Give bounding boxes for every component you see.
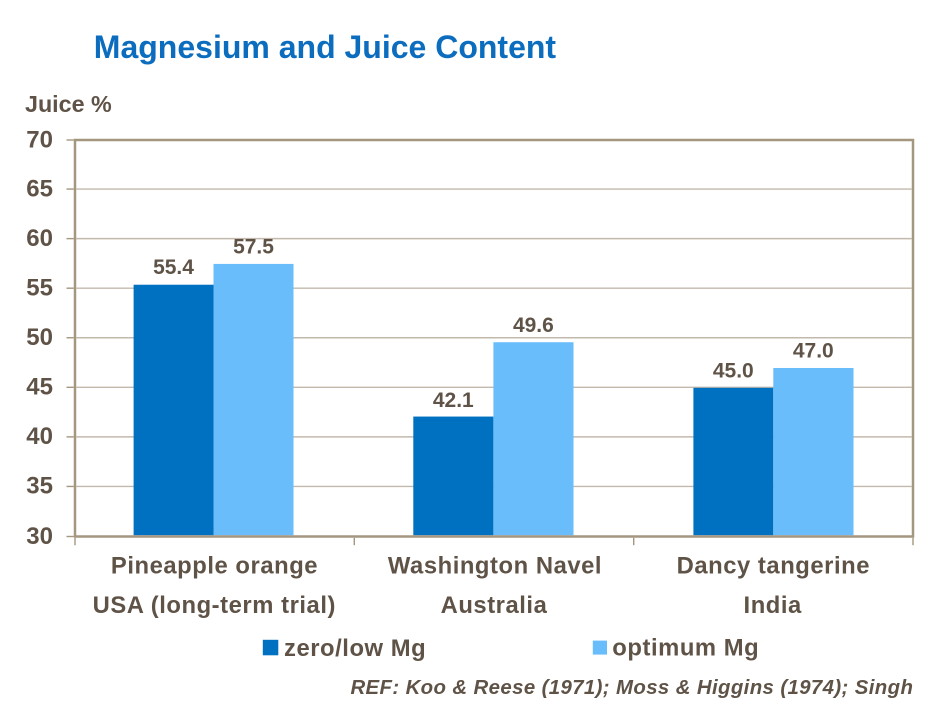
svg-text:65: 65	[26, 175, 53, 202]
svg-text:45: 45	[26, 374, 53, 401]
svg-text:60: 60	[26, 225, 53, 252]
svg-text:REF: Koo & Reese (1971); Moss: REF: Koo & Reese (1971); Moss & Higgins …	[350, 677, 913, 699]
svg-text:35: 35	[26, 473, 53, 500]
svg-text:57.5: 57.5	[233, 236, 274, 259]
svg-text:Australia: Australia	[441, 592, 548, 619]
svg-text:47.0: 47.0	[793, 340, 834, 363]
svg-text:49.6: 49.6	[513, 314, 554, 337]
svg-text:50: 50	[26, 324, 53, 351]
svg-text:45.0: 45.0	[713, 359, 754, 382]
svg-text:70: 70	[26, 126, 53, 153]
svg-text:Magnesium and Juice Content: Magnesium and Juice Content	[94, 29, 557, 65]
svg-text:USA (long-term trial): USA (long-term trial)	[93, 592, 336, 619]
svg-text:Pineapple orange: Pineapple orange	[111, 552, 318, 579]
svg-text:40: 40	[26, 423, 53, 450]
svg-text:India: India	[744, 592, 802, 619]
svg-text:zero/low Mg: zero/low Mg	[284, 635, 426, 662]
svg-text:Juice %: Juice %	[25, 91, 112, 117]
svg-text:42.1: 42.1	[433, 389, 474, 412]
svg-text:Dancy tangerine: Dancy tangerine	[677, 552, 870, 579]
svg-text:55: 55	[26, 275, 53, 302]
svg-text:55.4: 55.4	[153, 256, 194, 279]
svg-text:30: 30	[26, 523, 53, 550]
svg-text:Washington Navel: Washington Navel	[388, 552, 602, 579]
svg-text:optimum Mg: optimum Mg	[612, 635, 759, 662]
